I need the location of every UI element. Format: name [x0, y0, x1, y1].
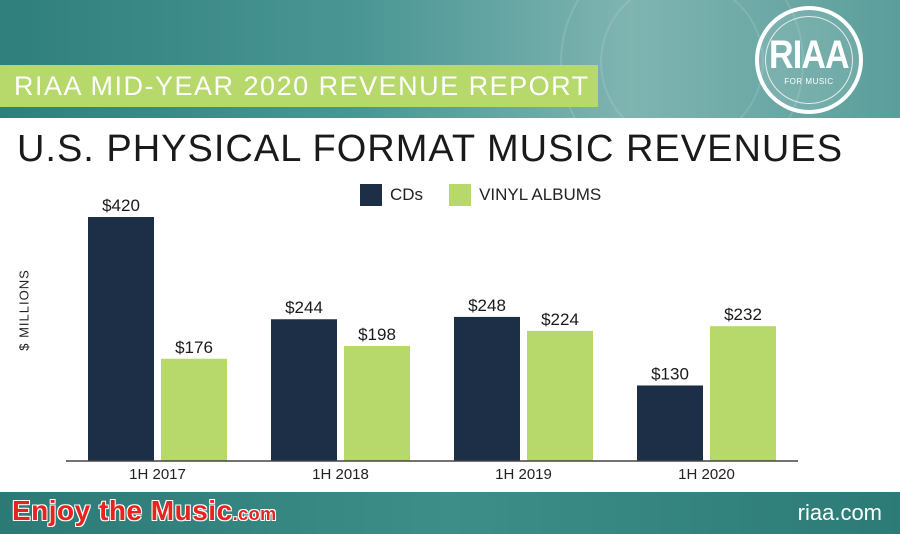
data-label-vinyl-1: $198	[358, 325, 396, 344]
bar-cds-0	[88, 217, 154, 461]
data-label-cds-3: $130	[651, 364, 689, 383]
legend-item-vinyl: VINYL ALBUMS	[449, 184, 601, 206]
data-label-cds-2: $248	[468, 296, 506, 315]
data-label-vinyl-2: $224	[541, 310, 579, 329]
brand-logo: Enjoy the Music.com	[12, 495, 277, 527]
brand-name: Enjoy the Music	[12, 495, 233, 526]
data-label-vinyl-3: $232	[724, 305, 762, 324]
legend-swatch-vinyl	[449, 184, 472, 206]
bar-vinyl-2	[527, 330, 593, 461]
bar-vinyl-0	[161, 358, 227, 461]
bar-vinyl-1	[344, 345, 410, 461]
footer-band: Enjoy the Music.com riaa.com	[0, 492, 900, 534]
chart-legend: CDs VINYL ALBUMS	[360, 184, 627, 206]
bar-vinyl-3	[710, 326, 776, 461]
chart-title: U.S. PHYSICAL FORMAT MUSIC REVENUES	[16, 128, 844, 170]
x-tick-label-0: 1H 2017	[129, 466, 186, 483]
riaa-logo-text: RIAA	[769, 32, 850, 77]
x-tick-label-1: 1H 2018	[312, 466, 369, 483]
brand-suffix: .com	[232, 504, 277, 524]
data-label-cds-1: $244	[285, 298, 323, 317]
data-label-vinyl-0: $176	[175, 338, 213, 357]
x-tick-label-2: 1H 2019	[495, 466, 552, 483]
legend-label-vinyl: VINYL ALBUMS	[479, 185, 602, 204]
x-tick-label-3: 1H 2020	[678, 466, 735, 483]
site-url: riaa.com	[797, 500, 882, 525]
report-banner-text: RIAA MID-YEAR 2020 REVENUE REPORT	[14, 70, 590, 101]
bar-cds-2	[454, 316, 520, 461]
legend-item-cds: CDs	[360, 184, 423, 206]
riaa-logo: RIAA FOR MUSIC	[755, 6, 863, 114]
riaa-logo-ring	[765, 16, 853, 104]
legend-swatch-cds	[360, 184, 382, 206]
data-label-cds-0: $420	[102, 196, 140, 215]
report-banner: RIAA MID-YEAR 2020 REVENUE REPORT	[0, 65, 598, 107]
legend-label-cds: CDs	[390, 185, 424, 204]
bar-cds-3	[637, 385, 703, 461]
bar-cds-1	[271, 319, 337, 461]
